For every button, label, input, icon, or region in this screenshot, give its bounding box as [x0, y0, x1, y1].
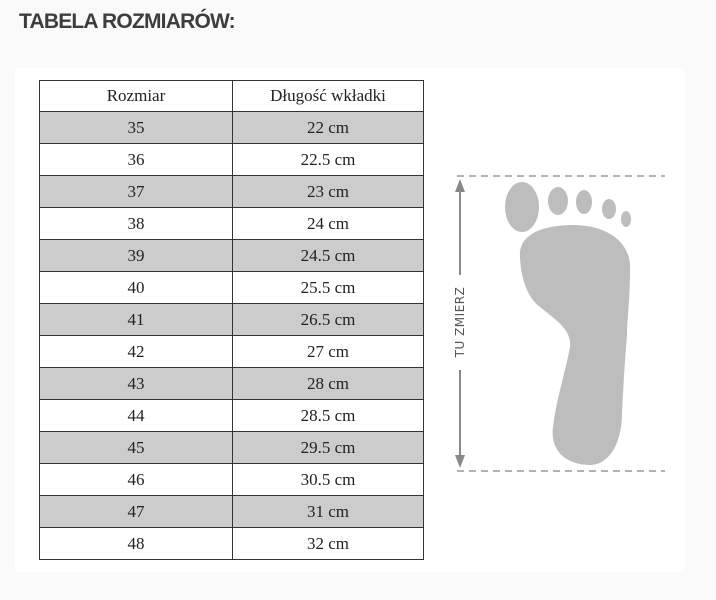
foot-measure-diagram: TU ZMIERZ: [453, 175, 665, 472]
size-cell: 37: [39, 175, 233, 208]
size-cell: 44: [39, 399, 233, 432]
insole-length-cell: 30.5 cm: [232, 463, 424, 496]
table-header-row: Rozmiar Długość wkładki: [39, 80, 424, 112]
size-cell: 40: [39, 271, 233, 304]
table-row: 45 29.5 cm: [39, 431, 424, 464]
insole-length-cell: 28 cm: [232, 367, 424, 400]
size-cell: 46: [39, 463, 233, 496]
insole-length-cell: 27 cm: [232, 335, 424, 368]
insole-length-cell: 26.5 cm: [232, 303, 424, 336]
size-cell: 41: [39, 303, 233, 336]
table-row: 36 22.5 cm: [39, 143, 424, 176]
size-cell: 38: [39, 207, 233, 240]
table-row: 35 22 cm: [39, 111, 424, 144]
insole-length-cell: 32 cm: [232, 527, 424, 560]
insole-length-cell: 31 cm: [232, 495, 424, 528]
measure-arrow-icon: [455, 179, 465, 468]
table-row: 46 30.5 cm: [39, 463, 424, 496]
insole-length-cell: 29.5 cm: [232, 431, 424, 464]
table-row: 40 25.5 cm: [39, 271, 424, 304]
table-row: 37 23 cm: [39, 175, 424, 208]
insole-length-cell: 25.5 cm: [232, 271, 424, 304]
size-cell: 43: [39, 367, 233, 400]
size-cell: 47: [39, 495, 233, 528]
table-row: 48 32 cm: [39, 527, 424, 560]
table-row: 39 24.5 cm: [39, 239, 424, 272]
table-row: 41 26.5 cm: [39, 303, 424, 336]
table-row: 44 28.5 cm: [39, 399, 424, 432]
size-cell: 42: [39, 335, 233, 368]
size-cell: 45: [39, 431, 233, 464]
header-size: Rozmiar: [39, 80, 233, 112]
table-row: 43 28 cm: [39, 367, 424, 400]
insole-length-cell: 22.5 cm: [232, 143, 424, 176]
insole-length-cell: 23 cm: [232, 175, 424, 208]
size-table: Rozmiar Długość wkładki 35 22 cm 36 22.5 cm…: [39, 80, 424, 560]
size-cell: 35: [39, 111, 233, 144]
page-title: TABELA ROZMIARÓW:: [19, 10, 236, 33]
insole-length-cell: 28.5 cm: [232, 399, 424, 432]
table-row: 38 24 cm: [39, 207, 424, 240]
table-row: 47 31 cm: [39, 495, 424, 528]
insole-length-cell: 24 cm: [232, 207, 424, 240]
table-row: 42 27 cm: [39, 335, 424, 368]
size-cell: 36: [39, 143, 233, 176]
foot-icon: [505, 182, 631, 465]
insole-length-cell: 22 cm: [232, 111, 424, 144]
insole-length-cell: 24.5 cm: [232, 239, 424, 272]
header-insole-length: Długość wkładki: [232, 80, 424, 112]
measure-label: TU ZMIERZ: [453, 287, 467, 359]
size-cell: 39: [39, 239, 233, 272]
size-cell: 48: [39, 527, 233, 560]
